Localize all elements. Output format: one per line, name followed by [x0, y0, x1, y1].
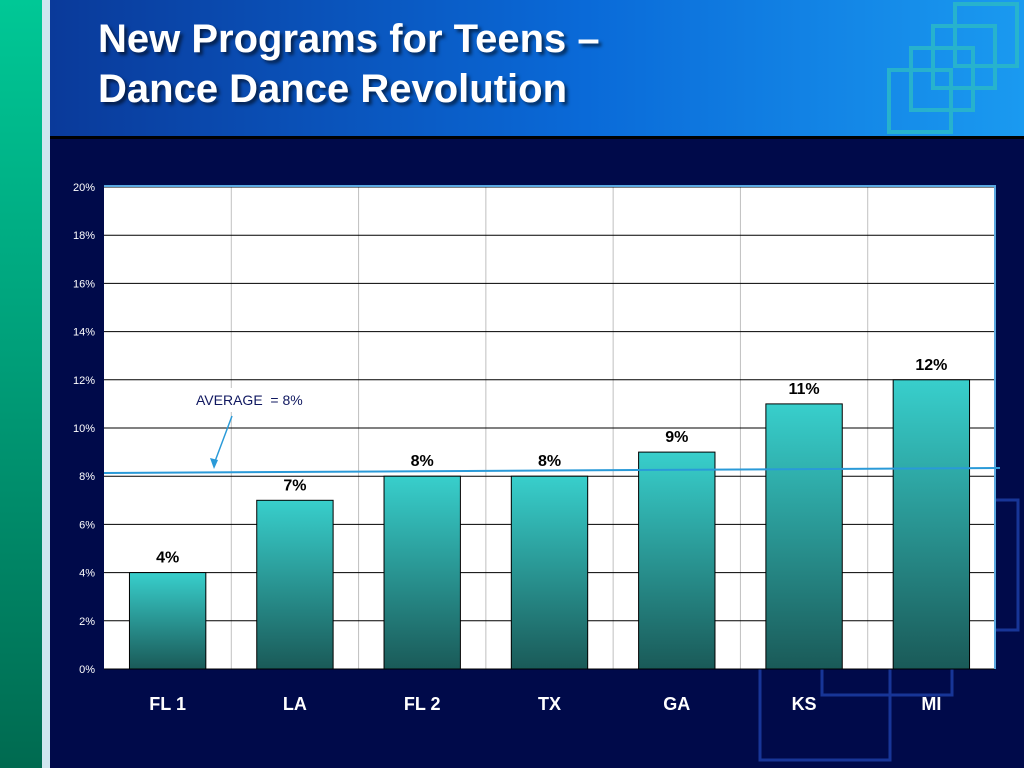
x-category-label: MI	[921, 694, 941, 714]
slide-title: New Programs for Teens – Dance Dance Rev…	[98, 14, 600, 114]
title-banner	[50, 0, 1024, 136]
x-category-label: KS	[792, 694, 817, 714]
x-axis-category-labels: FL 1 LA FL 2 TX GA KS MI	[149, 694, 941, 714]
bar-value-label: 8%	[538, 453, 561, 470]
y-axis-tick-labels: 0% 2% 4% 6% 8% 10% 12% 14% 16% 18% 20%	[73, 182, 95, 676]
bar-data-labels: 4% 7% 8% 8% 9% 11% 12%	[156, 357, 947, 567]
y-tick-label: 16%	[73, 278, 95, 290]
average-label: AVERAGE = 8%	[196, 392, 303, 408]
x-category-label: TX	[538, 694, 561, 714]
bar	[765, 403, 843, 670]
average-line	[103, 467, 1001, 474]
y-tick-label: 12%	[73, 375, 95, 387]
y-tick-label: 20%	[73, 182, 95, 194]
title-divider	[50, 136, 1024, 139]
y-tick-label: 8%	[79, 471, 95, 483]
bar-value-label: 4%	[156, 550, 179, 567]
bar	[510, 475, 589, 670]
bar-value-label: 7%	[283, 477, 306, 494]
y-tick-label: 2%	[79, 616, 95, 628]
bar-value-label: 8%	[411, 453, 434, 470]
bars	[128, 379, 971, 670]
y-tick-label: 10%	[73, 423, 95, 435]
bar-value-label: 12%	[915, 357, 947, 374]
x-category-label: FL 2	[404, 694, 441, 714]
y-tick-label: 4%	[79, 568, 95, 580]
bar	[128, 572, 207, 670]
average-pointer-arrowhead	[210, 458, 218, 469]
average-pointer-line	[213, 415, 233, 465]
left-edge-stripe	[42, 0, 50, 768]
y-tick-label: 0%	[79, 664, 95, 676]
x-category-label: FL 1	[149, 694, 186, 714]
bar-value-label: 11%	[789, 381, 820, 398]
y-tick-label: 18%	[73, 230, 95, 242]
x-category-label: LA	[283, 694, 307, 714]
bar	[256, 499, 334, 670]
bar	[383, 475, 461, 670]
y-tick-label: 14%	[73, 327, 95, 339]
y-tick-label: 6%	[79, 519, 95, 531]
bar-value-label: 9%	[665, 429, 688, 446]
slide-title-line1: New Programs for Teens –	[98, 17, 600, 61]
x-category-label: GA	[663, 694, 690, 714]
bar	[892, 379, 971, 670]
slide-title-line2: Dance Dance Revolution	[98, 67, 568, 111]
average-label-background	[190, 388, 358, 412]
left-accent-bar	[0, 0, 42, 768]
bar	[638, 451, 716, 670]
